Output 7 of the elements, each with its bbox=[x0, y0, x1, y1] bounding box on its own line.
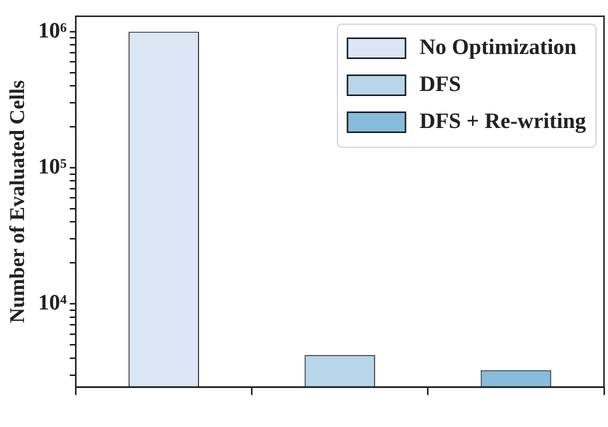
legend-label: DFS + Re-writing bbox=[419, 108, 586, 133]
y-tick-label: 10⁶ bbox=[38, 17, 68, 42]
legend-label: DFS bbox=[419, 70, 462, 96]
legend-label: No Optimization bbox=[419, 34, 577, 59]
y-axis-title: Number of Evaluated Cells bbox=[5, 80, 30, 324]
y-tick-label: 10⁵ bbox=[38, 153, 68, 178]
y-tick-label: 10⁴ bbox=[38, 290, 68, 315]
